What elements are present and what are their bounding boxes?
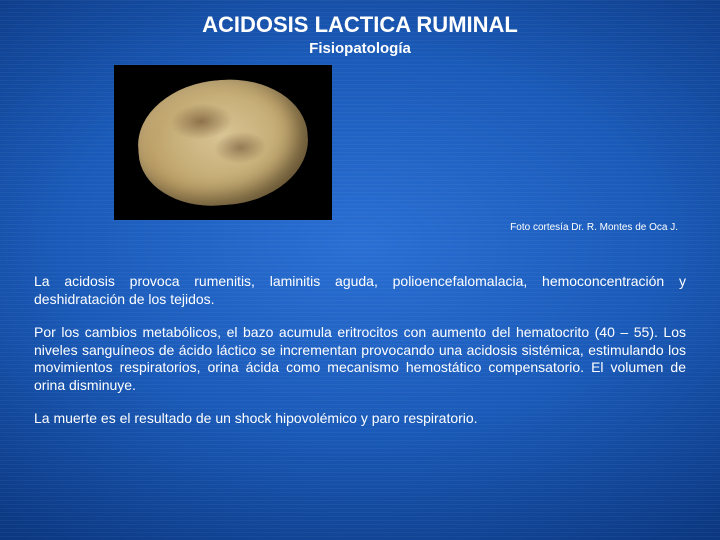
image-credit: Foto cortesía Dr. R. Montes de Oca J. (34, 222, 686, 233)
paragraph-3: La muerte es el resultado de un shock hi… (34, 410, 686, 428)
paragraph-2: Por los cambios metabólicos, el bazo acu… (34, 324, 686, 394)
specimen-image (114, 65, 332, 220)
slide: ACIDOSIS LACTICA RUMINAL Fisiopatología … (0, 0, 720, 540)
slide-subtitle: Fisiopatología (34, 40, 686, 57)
paragraph-1: La acidosis provoca rumenitis, laminitis… (34, 273, 686, 308)
slide-title: ACIDOSIS LACTICA RUMINAL (34, 12, 686, 38)
specimen-shape (134, 74, 312, 211)
